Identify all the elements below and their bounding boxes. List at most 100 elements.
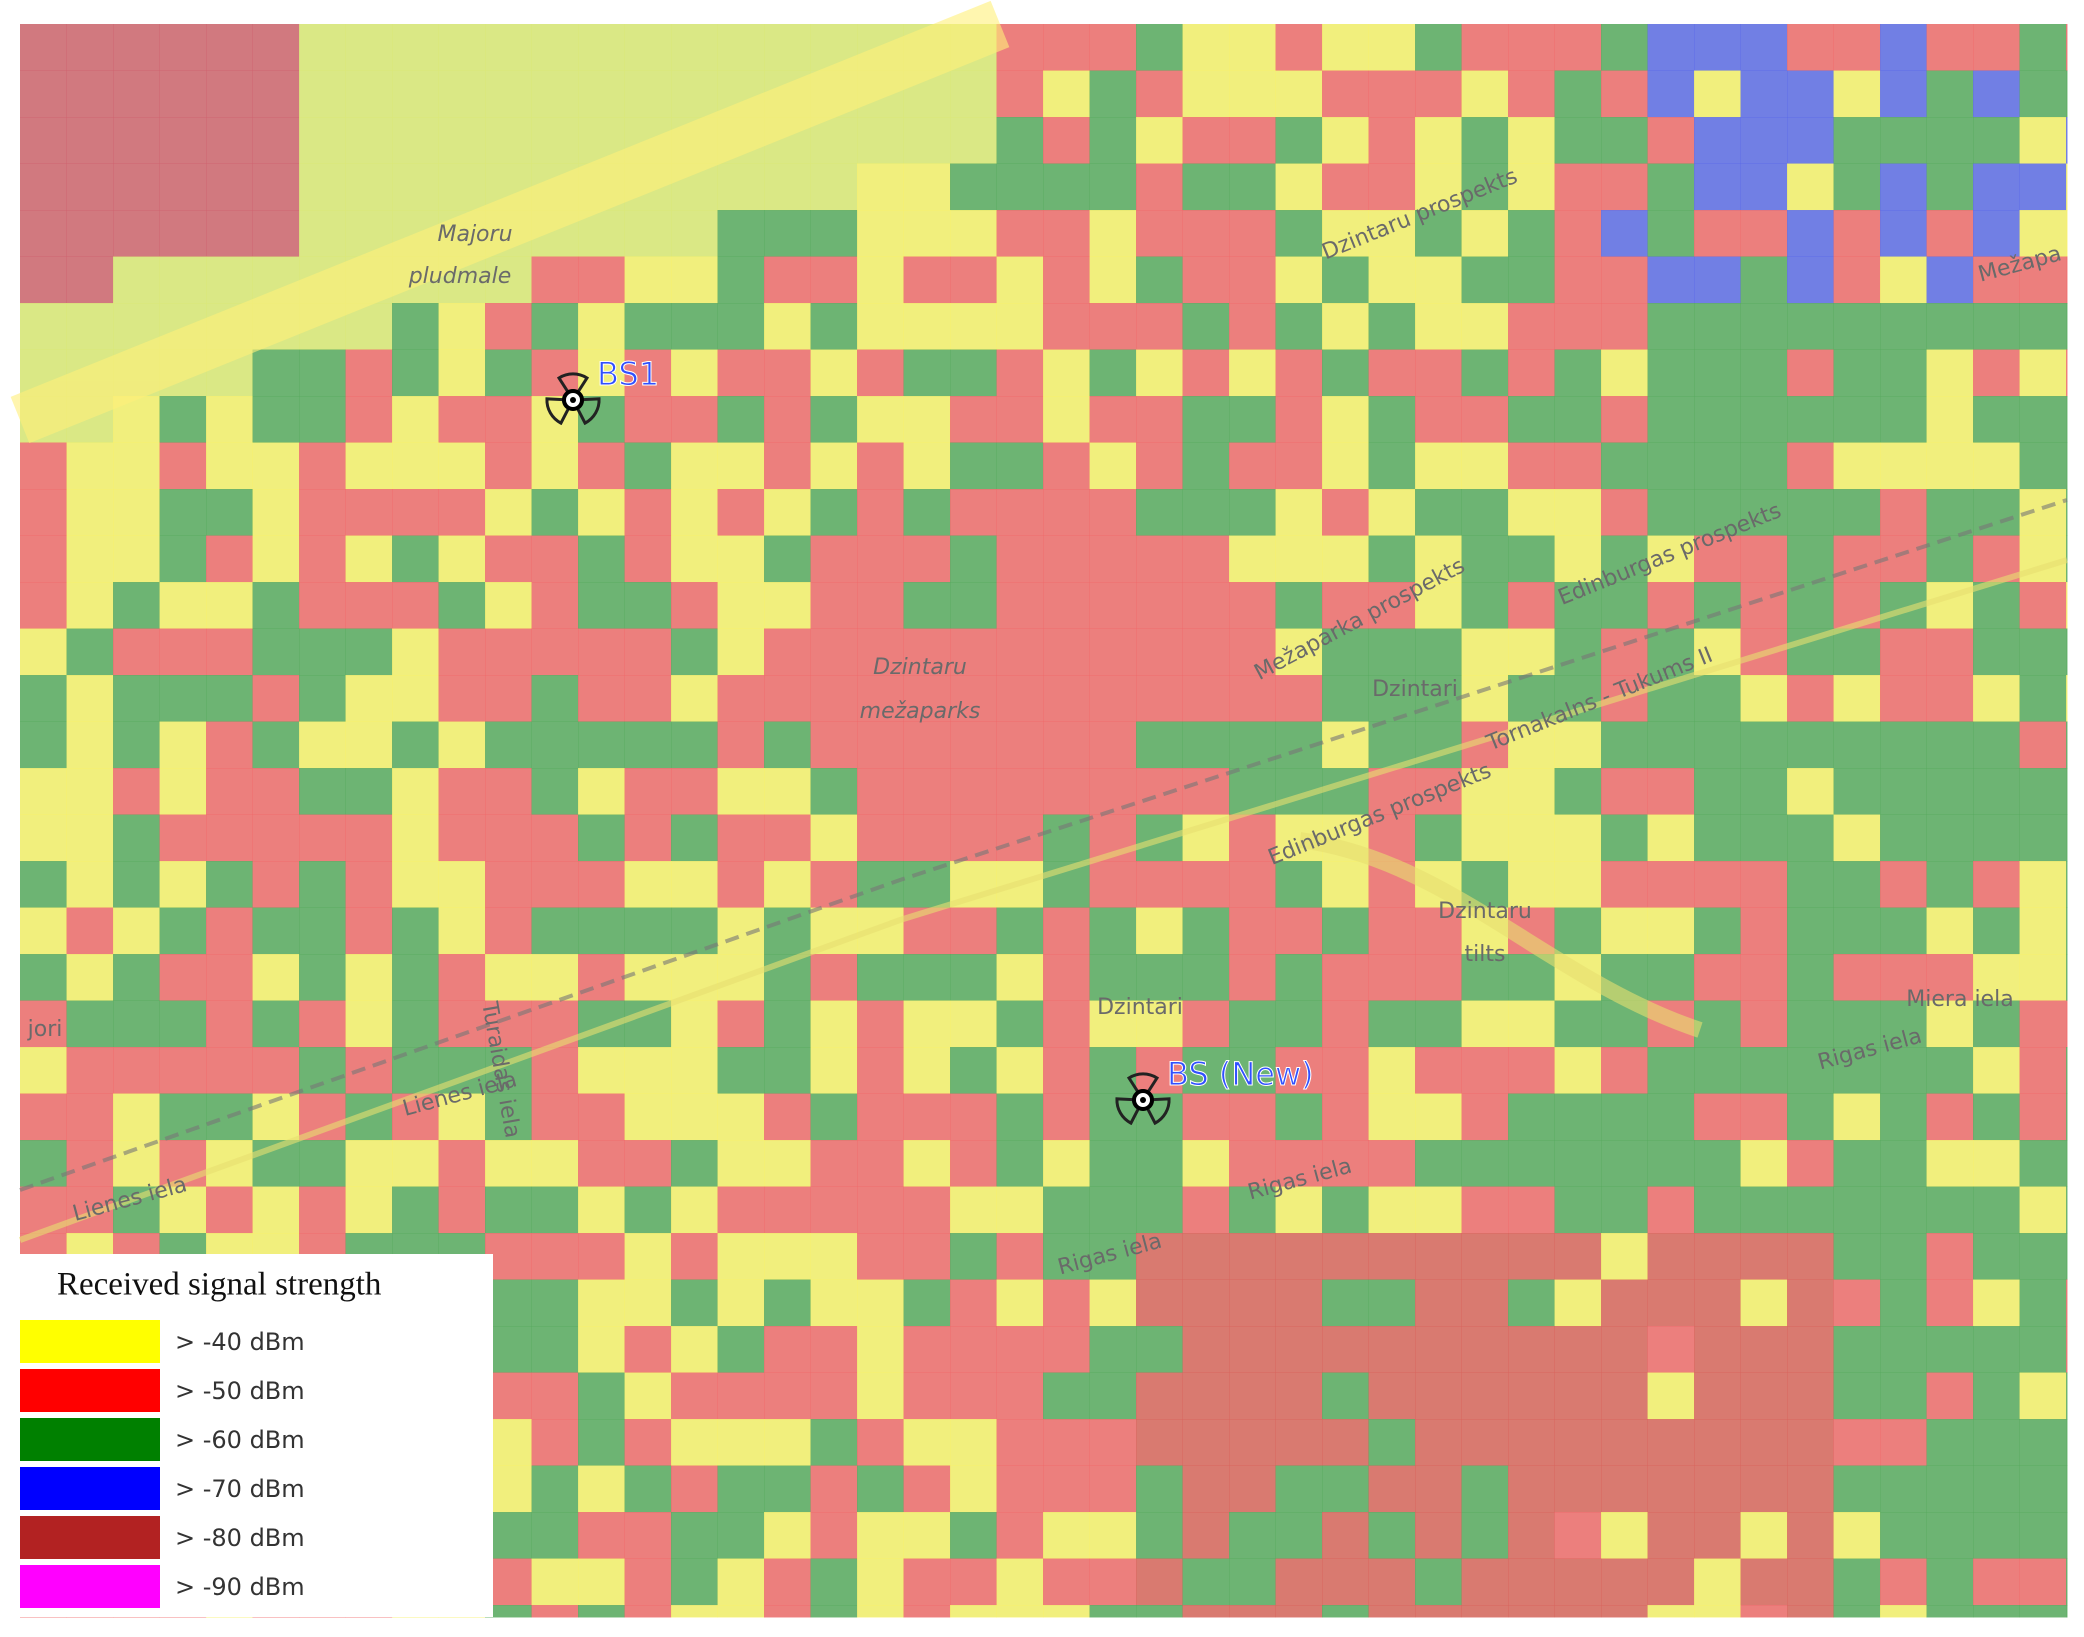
coverage-cell — [1787, 1000, 1834, 1048]
coverage-cell — [1554, 907, 1602, 955]
coverage-cell — [1973, 814, 2020, 862]
coverage-cell — [717, 210, 765, 257]
coverage-cell — [1322, 349, 1369, 397]
coverage-cell — [1229, 954, 1276, 1001]
coverage-cell — [66, 907, 114, 955]
coverage-cell — [159, 675, 207, 722]
coverage-cell — [950, 1372, 997, 1420]
coverage-cell — [810, 1326, 858, 1373]
coverage-cell — [624, 442, 672, 490]
coverage-cell — [1554, 1419, 1602, 1466]
coverage-cell — [159, 535, 207, 583]
coverage-cell — [1136, 628, 1183, 676]
coverage-cell — [810, 396, 858, 443]
coverage-cell — [950, 907, 997, 955]
coverage-cell — [1554, 24, 1602, 71]
coverage-cell — [438, 489, 486, 536]
coverage-cell — [1415, 1465, 1462, 1513]
coverage-cell — [1182, 954, 1230, 1001]
coverage-cell — [1880, 210, 1927, 257]
roads — [10, 0, 2068, 1243]
coverage-cell — [2066, 768, 2068, 815]
coverage-cell — [1415, 210, 1462, 257]
coverage-cell — [950, 582, 997, 629]
coverage-cell — [1647, 163, 1695, 211]
coverage-cell — [438, 768, 486, 815]
coverage-cell — [717, 814, 765, 862]
coverage-cell — [1275, 1279, 1323, 1327]
coverage-cell — [1973, 582, 2020, 629]
coverage-cell — [1833, 70, 1881, 118]
coverage-cell — [950, 117, 997, 164]
coverage-cell — [206, 442, 253, 490]
coverage-cell — [1461, 1233, 1509, 1280]
legend-label: > -40 dBm — [175, 1328, 305, 1356]
coverage-cell — [1415, 24, 1462, 71]
coverage-cell — [624, 24, 672, 71]
coverage-cell — [1508, 349, 1555, 397]
coverage-cell — [857, 861, 904, 908]
coverage-cell — [299, 768, 346, 815]
coverage-cell — [1322, 489, 1369, 536]
coverage-cell — [392, 907, 439, 955]
coverage-cell — [671, 303, 718, 350]
coverage-cell — [1740, 349, 1788, 397]
coverage-cell — [1973, 117, 2020, 164]
coverage-cell — [950, 768, 997, 815]
coverage-cell — [1554, 1047, 1602, 1094]
coverage-cell — [1508, 1605, 1555, 1618]
coverage-cell — [485, 1186, 532, 1234]
coverage-cell — [159, 907, 207, 955]
coverage-cell — [1461, 1186, 1509, 1234]
coverage-cell — [1043, 1465, 1090, 1513]
coverage-cell — [1368, 1279, 1416, 1327]
coverage-cell — [2019, 1605, 2067, 1618]
coverage-cell — [1089, 907, 1137, 955]
coverage-cell — [1880, 303, 1927, 350]
coverage-cell — [345, 489, 393, 536]
coverage-cell — [1275, 1419, 1323, 1466]
coverage-cell — [1415, 163, 1462, 211]
coverage-cell — [1973, 1558, 2020, 1606]
coverage-cell — [1647, 489, 1695, 536]
coverage-cell — [1926, 1140, 1974, 1187]
coverage-cell — [1229, 1279, 1276, 1327]
coverage-cell — [1647, 1140, 1695, 1187]
coverage-cell — [66, 721, 114, 769]
coverage-cell — [1043, 256, 1090, 304]
coverage-cell — [1322, 1419, 1369, 1466]
coverage-cell — [66, 256, 114, 304]
coverage-cell — [1508, 1140, 1555, 1187]
street-label: Majoru — [437, 222, 512, 247]
coverage-cell — [950, 814, 997, 862]
coverage-cell — [1368, 117, 1416, 164]
coverage-cell — [1647, 628, 1695, 676]
coverage-cell — [1554, 210, 1602, 257]
coverage-cell — [113, 1000, 160, 1048]
coverage-cell — [1926, 768, 1974, 815]
coverage-cell — [1787, 489, 1834, 536]
coverage-cell — [1647, 954, 1695, 1001]
coverage-cell — [1461, 1372, 1509, 1420]
coverage-cell — [996, 1047, 1044, 1094]
coverage-cell — [159, 489, 207, 536]
coverage-cell — [1415, 1605, 1462, 1618]
coverage-cell — [1647, 1465, 1695, 1513]
coverage-cell — [764, 1465, 811, 1513]
coverage-cell — [1368, 1000, 1416, 1048]
coverage-cell — [1926, 1233, 1974, 1280]
coverage-cell — [1508, 814, 1555, 862]
coverage-cell — [1554, 861, 1602, 908]
coverage-cell — [1926, 628, 1974, 676]
coverage-cell — [1368, 1419, 1416, 1466]
coverage-cell — [950, 1047, 997, 1094]
coverage-cell — [1508, 70, 1555, 118]
coverage-cell — [2019, 1419, 2067, 1466]
coverage-cell — [950, 1186, 997, 1234]
coverage-cell — [299, 117, 346, 164]
coverage-cell — [345, 768, 393, 815]
coverage-cell — [810, 210, 858, 257]
coverage-cell — [1461, 256, 1509, 304]
coverage-cell — [1880, 1093, 1927, 1141]
coverage-cell — [20, 1000, 67, 1048]
